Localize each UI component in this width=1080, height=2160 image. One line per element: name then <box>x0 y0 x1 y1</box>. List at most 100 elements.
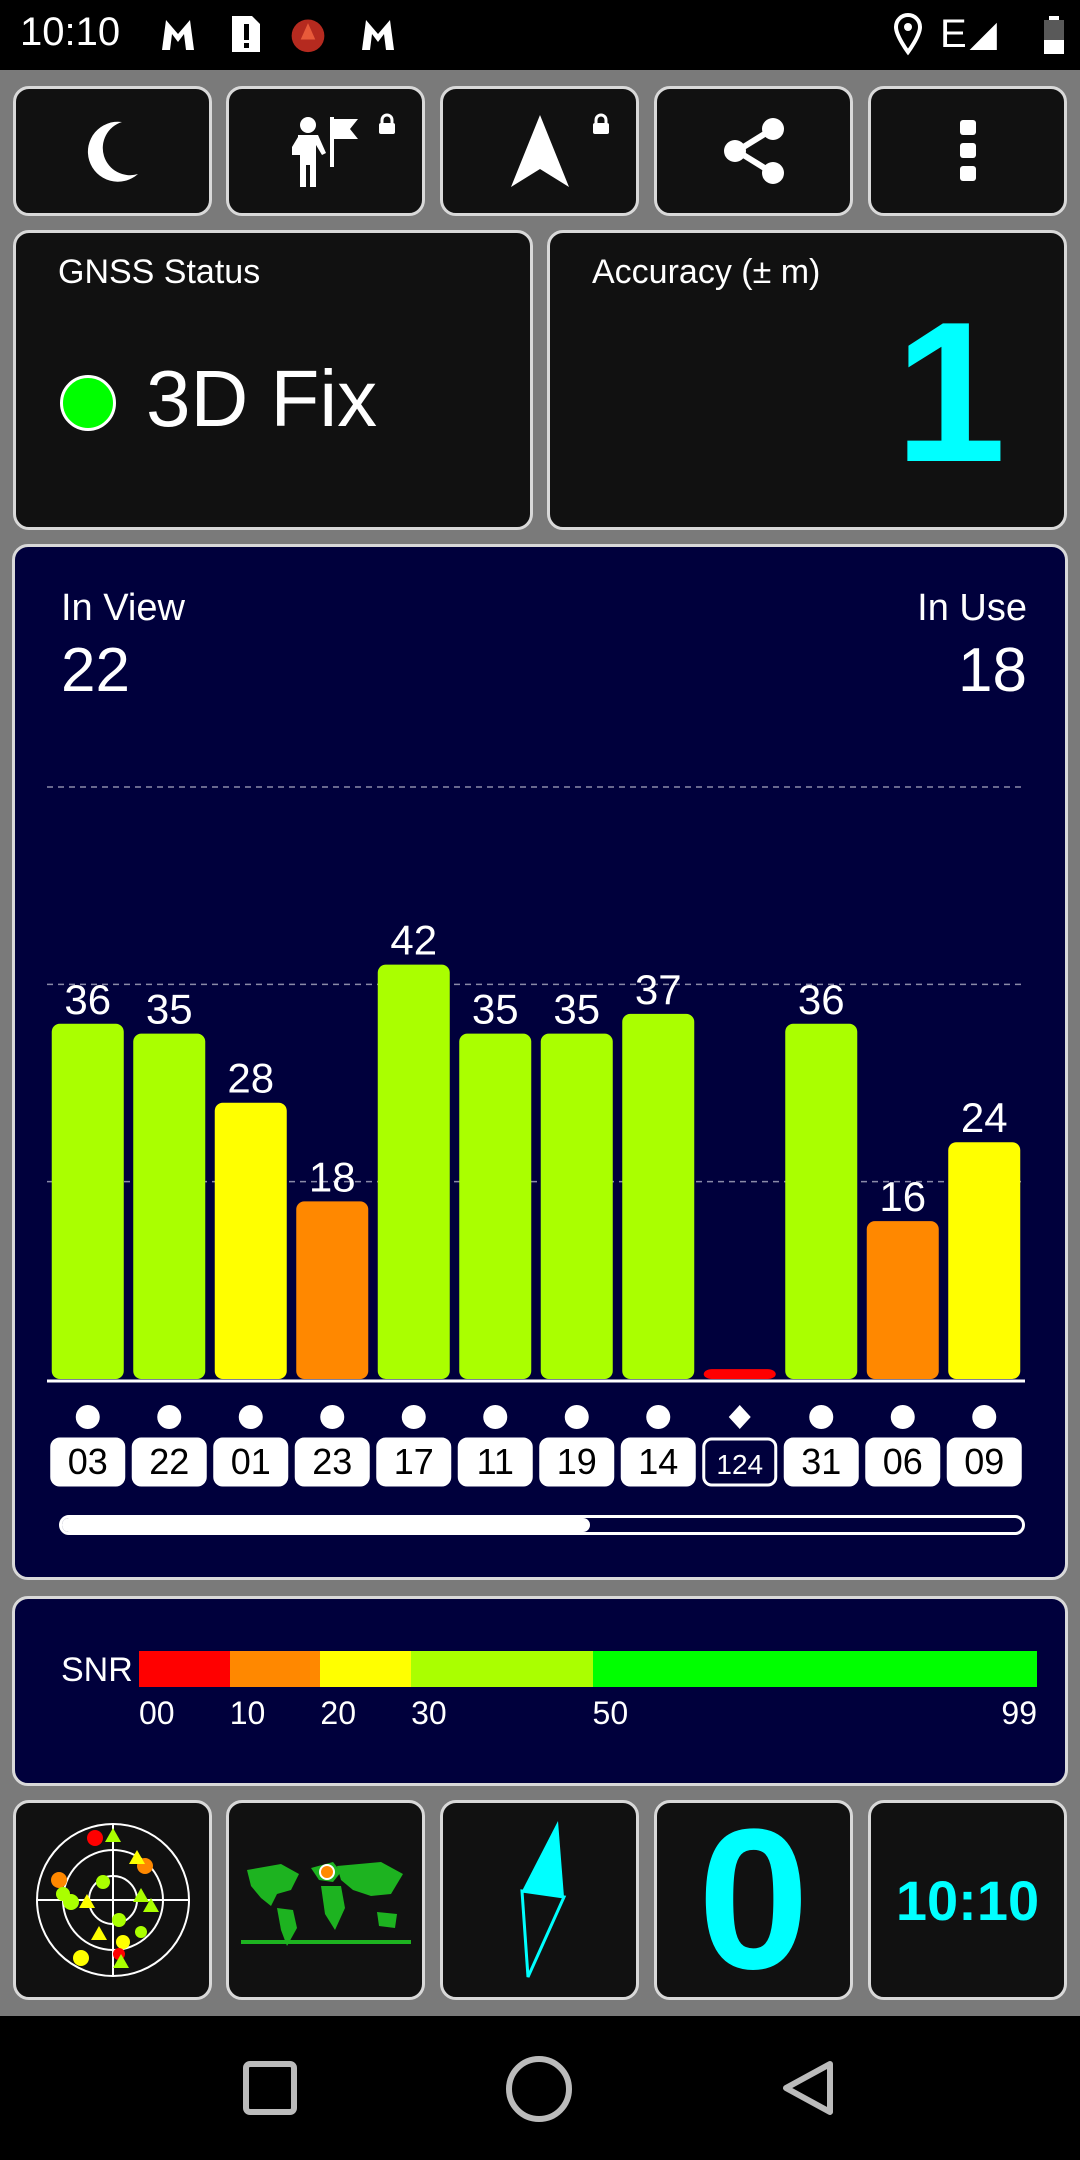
prn-label: 11 <box>477 1441 514 1482</box>
constellation-marker <box>728 1405 751 1429</box>
bar-value-label: 35 <box>472 986 519 1033</box>
snr-segment <box>320 1651 412 1687</box>
bar-124 <box>703 1369 776 1379</box>
fix-status-value: 3D Fix <box>146 354 378 443</box>
accuracy-title: Accuracy (± m) <box>592 253 821 291</box>
prn-badge <box>213 1437 289 1487</box>
constellation-marker <box>483 1405 508 1429</box>
waypoint-button[interactable] <box>226 86 425 216</box>
night-mode-button[interactable] <box>13 86 212 216</box>
accuracy-card: Accuracy (± m) 1 <box>547 230 1067 530</box>
bar-value-label: 37 <box>635 966 682 1013</box>
bar-17 <box>377 964 450 1379</box>
malwarebytes-icon <box>162 20 194 50</box>
more-vert-icon <box>959 120 976 181</box>
satellite-snr-chart-card[interactable]: In View 22 In Use 18 36 03 35 22 28 01 18 23 42 1… <box>12 544 1068 1580</box>
bar-value-label: 16 <box>879 1173 926 1220</box>
snr-legend-card: SNR 00 10 20 30 50 99 <box>12 1596 1068 1786</box>
snr-bar-chart: 36 03 35 22 28 01 18 23 42 17 35 11 35 19 37 14 124 36 31 1… <box>47 786 1025 1487</box>
navigate-button[interactable] <box>440 86 639 216</box>
prn-label: 14 <box>638 1441 678 1482</box>
chart-scrollbar-thumb[interactable] <box>62 1518 590 1532</box>
prn-label: 06 <box>883 1441 923 1482</box>
constellation-marker <box>238 1405 263 1429</box>
bar-06 <box>866 1221 939 1379</box>
snr-tick-label: 30 <box>411 1695 447 1731</box>
bar-31 <box>785 1023 858 1379</box>
prn-label: 23 <box>312 1441 352 1482</box>
bar-14 <box>622 1013 695 1379</box>
prn-badge <box>865 1437 941 1487</box>
speed-tile[interactable]: 0 <box>654 1800 853 2000</box>
prn-label: 09 <box>964 1441 1004 1482</box>
system-nav-bar <box>0 2016 1080 2160</box>
world-map-icon <box>240 1862 411 1946</box>
snr-segment <box>229 1651 321 1687</box>
home-button[interactable] <box>504 2054 574 2124</box>
sky-plot-tile[interactable] <box>13 1800 212 2000</box>
snr-color-scale <box>139 1651 1037 1687</box>
bar-value-label: 35 <box>146 986 193 1033</box>
prn-label: 01 <box>231 1441 271 1482</box>
snr-segment <box>139 1651 230 1687</box>
bar-value-label: 28 <box>227 1055 274 1102</box>
prn-badge <box>457 1437 533 1487</box>
in-view-count: 22 <box>61 636 130 705</box>
prn-badge <box>376 1437 452 1487</box>
clock-tile[interactable]: 10:10 <box>868 1800 1067 2000</box>
in-view-label: In View <box>61 587 185 629</box>
bar-03 <box>51 1023 124 1379</box>
bar-01 <box>214 1102 287 1379</box>
location-pin-icon <box>893 13 923 56</box>
person-flag-icon <box>291 117 358 187</box>
snr-tick-label: 10 <box>229 1695 266 1731</box>
constellation-marker <box>564 1405 589 1429</box>
lock-icon <box>593 113 609 134</box>
malwarebytes-icon <box>362 20 394 50</box>
constellation-marker <box>890 1405 915 1429</box>
snr-segment <box>592 1651 1037 1687</box>
accuracy-value: 1 <box>894 281 1006 504</box>
bar-value-label: 24 <box>961 1094 1008 1141</box>
prn-badge <box>50 1437 126 1487</box>
signal-icon <box>969 22 997 50</box>
status-time: 10:10 <box>20 10 121 54</box>
constellation-marker <box>809 1405 834 1429</box>
prn-badge <box>131 1437 207 1487</box>
prn-badge <box>620 1437 696 1487</box>
prn-badge <box>783 1437 859 1487</box>
bar-value-label: 36 <box>798 976 845 1023</box>
prn-label: 124 <box>716 1449 763 1480</box>
bar-value-label: 18 <box>309 1153 356 1200</box>
prn-label: 17 <box>394 1441 434 1482</box>
back-button[interactable] <box>778 2058 838 2118</box>
recents-button[interactable] <box>242 2060 298 2116</box>
fix-indicator <box>60 375 116 431</box>
prn-badge <box>946 1437 1022 1487</box>
constellation-marker <box>972 1405 997 1429</box>
chart-scrollbar[interactable] <box>59 1515 1025 1535</box>
bar-value-label: 42 <box>390 917 437 964</box>
snr-tick-label: 20 <box>320 1695 356 1731</box>
share-button[interactable] <box>654 86 853 216</box>
sky-plot-icon <box>35 1823 190 1977</box>
constellation-marker <box>320 1405 345 1429</box>
in-use-count: 18 <box>958 636 1027 705</box>
prn-label: 22 <box>149 1441 189 1482</box>
navigation-arrow-icon <box>510 115 569 187</box>
compass-icon <box>519 1821 566 1978</box>
gnss-status-title: GNSS Status <box>58 253 261 291</box>
snr-segment <box>411 1651 593 1687</box>
prn-label: 19 <box>557 1441 597 1482</box>
snr-tick-label: 99 <box>1001 1695 1037 1731</box>
app-red-icon <box>291 19 325 53</box>
bar-value-label: 35 <box>553 986 600 1033</box>
constellation-marker <box>646 1405 671 1429</box>
prn-badge <box>539 1437 615 1487</box>
world-map-tile[interactable] <box>226 1800 425 2000</box>
compass-tile[interactable] <box>440 1800 639 2000</box>
more-button[interactable] <box>868 86 1067 216</box>
share-icon <box>723 118 784 184</box>
lock-icon <box>379 113 395 134</box>
snr-tick-label: 50 <box>592 1695 629 1731</box>
